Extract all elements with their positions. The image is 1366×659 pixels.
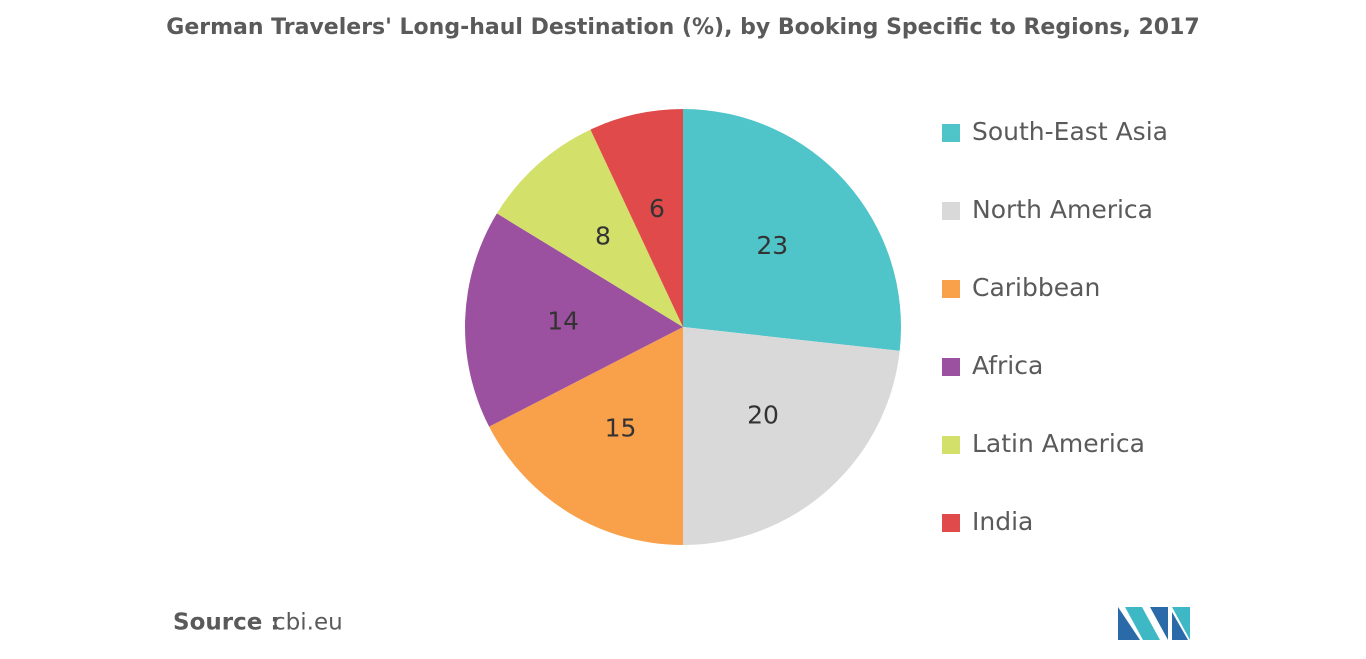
- source: cbi.eu: [273, 610, 343, 636]
- legend-swatch: [942, 514, 960, 532]
- chart-title: German Travelers' Long-haul Destination …: [166, 15, 1199, 40]
- legend-swatch: [942, 358, 960, 376]
- pie-slice: [683, 109, 901, 351]
- pie-slice: [496, 129, 683, 327]
- source-label: Source :: [173, 610, 280, 636]
- legend-label: Africa: [972, 351, 1043, 380]
- value-label: 23: [756, 231, 788, 260]
- value-label: 6: [649, 194, 665, 223]
- value-label: 8: [595, 222, 611, 251]
- value-label: 20: [747, 400, 779, 429]
- legend-label: India: [972, 507, 1033, 536]
- pie-slice: [683, 327, 900, 545]
- legend-label: North America: [972, 195, 1153, 224]
- value-label: 14: [547, 307, 579, 336]
- legend-swatch: [942, 202, 960, 220]
- logo: [1118, 607, 1190, 640]
- legend-swatch: [942, 436, 960, 454]
- pie-slice: [465, 213, 683, 427]
- value-label: 15: [605, 413, 637, 442]
- legend-label: Caribbean: [972, 273, 1100, 302]
- pie-slice: [489, 327, 683, 545]
- legend-swatch: [942, 280, 960, 298]
- legend-label: Latin America: [972, 429, 1145, 458]
- legend-label: South-East Asia: [972, 117, 1168, 146]
- pie-slice: [590, 109, 683, 327]
- legend-swatch: [942, 124, 960, 142]
